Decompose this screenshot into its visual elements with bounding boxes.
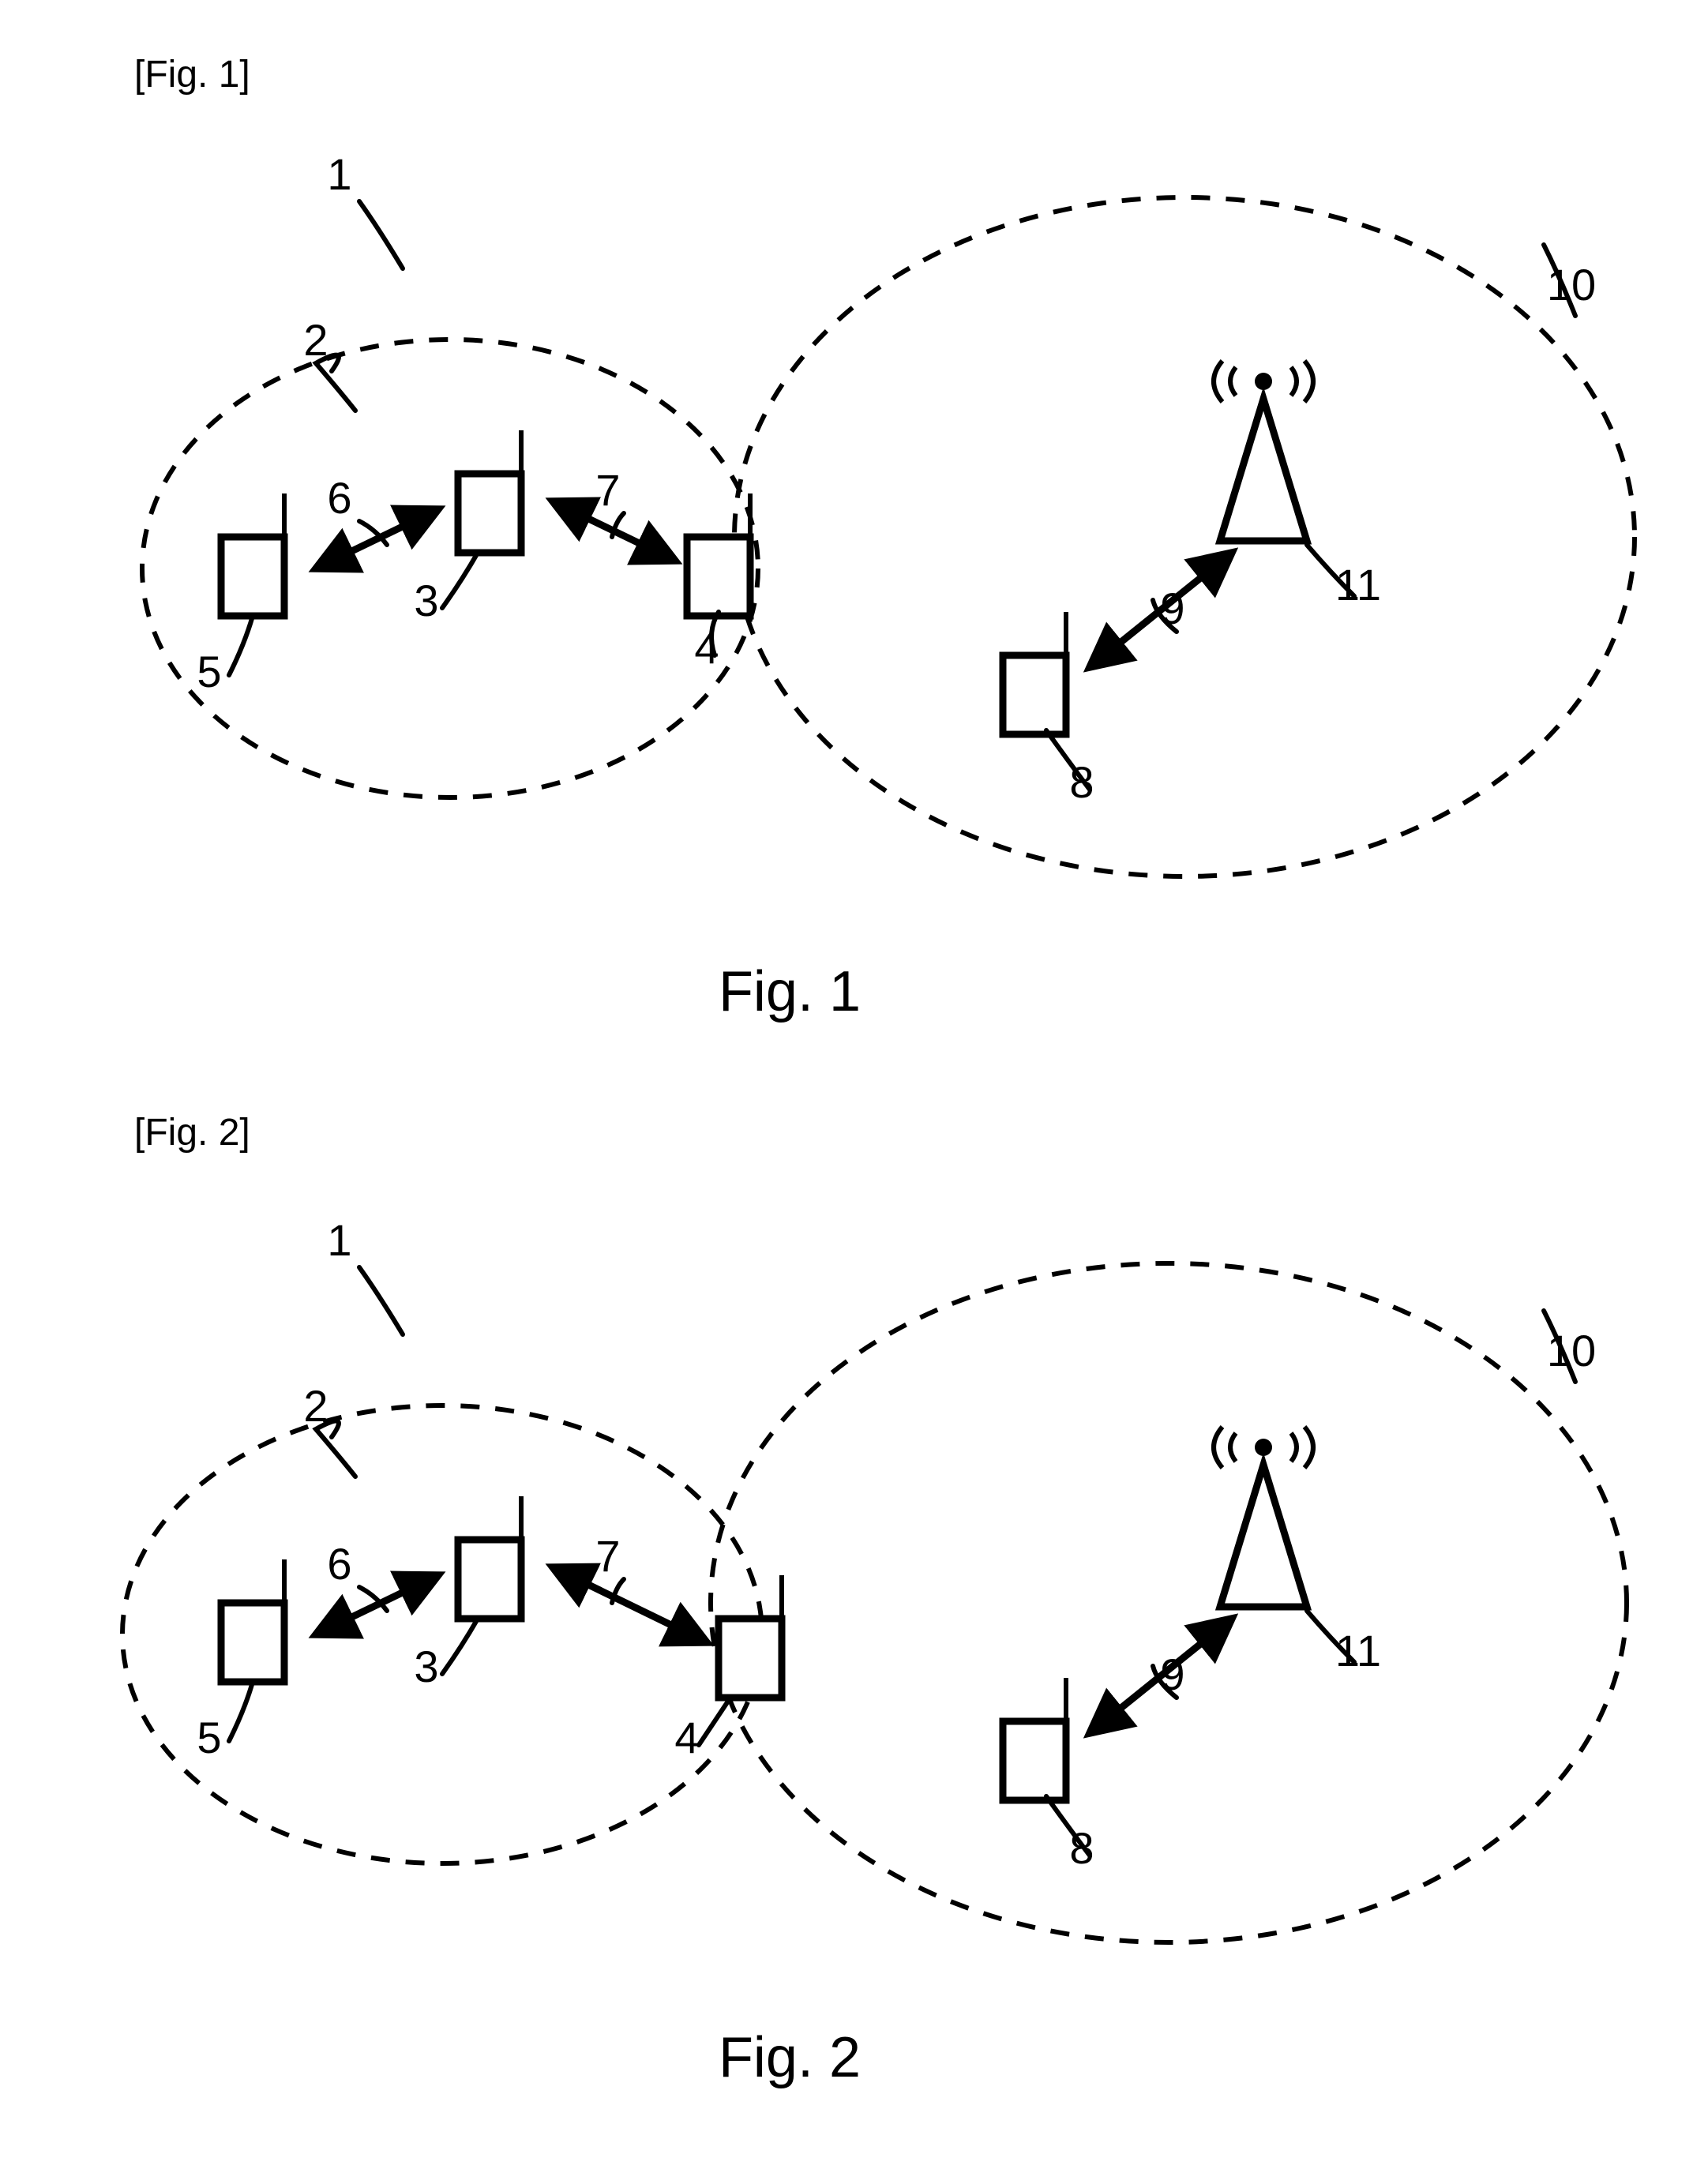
radio-wave-icon xyxy=(1214,1427,1222,1468)
ref-label-8: 8 xyxy=(1069,757,1094,807)
ref-label-11: 11 xyxy=(1335,1626,1381,1676)
device-4 xyxy=(719,1619,782,1698)
ref-label-7: 7 xyxy=(595,1531,620,1581)
ref-label-10: 10 xyxy=(1547,1326,1596,1375)
figure-tag-2: [Fig. 2] xyxy=(134,1112,250,1154)
device-5 xyxy=(221,537,284,616)
ref-label-5: 5 xyxy=(197,647,221,696)
radio-wave-icon xyxy=(1291,367,1297,396)
device-3 xyxy=(458,1540,521,1619)
ref-label-4: 4 xyxy=(694,623,719,673)
ref-label-3: 3 xyxy=(414,1642,438,1691)
ref-label-4: 4 xyxy=(674,1713,699,1762)
ref-label-3: 3 xyxy=(414,576,438,625)
ref-label-2: 2 xyxy=(303,1381,328,1431)
device-5 xyxy=(221,1603,284,1682)
device-3 xyxy=(458,474,521,553)
ref-label-2: 2 xyxy=(303,315,328,365)
ref-label-11: 11 xyxy=(1335,560,1381,610)
figure-tag-1: [Fig. 1] xyxy=(134,54,250,96)
radio-wave-icon xyxy=(1214,361,1222,402)
base-station-icon xyxy=(1220,1465,1307,1607)
ref-label-9: 9 xyxy=(1160,584,1184,633)
ref-label-6: 6 xyxy=(327,1539,351,1589)
device-4 xyxy=(687,537,750,616)
figure-2: 1 2 3 4 5 6 7 8 9 10 11 xyxy=(122,1215,1627,1942)
caption-fig-2: Fig. 2 xyxy=(719,2026,861,2089)
ref-label-6: 6 xyxy=(327,473,351,523)
radio-wave-icon xyxy=(1230,1433,1236,1462)
leader-line xyxy=(442,553,478,608)
figure-1: 1 2 3 4 5 6 7 8 9 10 11 xyxy=(142,149,1635,876)
leader-line xyxy=(442,1619,478,1674)
radio-wave-icon xyxy=(1230,367,1236,396)
caption-fig-1: Fig. 1 xyxy=(719,960,861,1023)
ref-label-1: 1 xyxy=(327,1215,351,1265)
device-8 xyxy=(1003,1721,1066,1800)
link-arrow-7 xyxy=(553,1567,707,1642)
base-station-emitter xyxy=(1255,1439,1272,1456)
base-station-emitter xyxy=(1255,373,1272,390)
leader-line xyxy=(229,616,253,675)
base-station-icon xyxy=(1220,399,1307,541)
ref-label-9: 9 xyxy=(1160,1649,1184,1699)
ref-label-5: 5 xyxy=(197,1713,221,1762)
radio-wave-icon xyxy=(1291,1433,1297,1462)
leader-line xyxy=(229,1682,253,1741)
ref-label-8: 8 xyxy=(1069,1823,1094,1873)
radio-wave-icon xyxy=(1304,1427,1313,1468)
radio-wave-icon xyxy=(1304,361,1313,402)
coverage-ellipse xyxy=(734,197,1635,876)
leader-line xyxy=(359,1267,403,1334)
leader-line xyxy=(359,201,403,268)
ref-label-7: 7 xyxy=(595,465,620,515)
device-8 xyxy=(1003,655,1066,734)
ref-label-10: 10 xyxy=(1547,260,1596,310)
ref-label-1: 1 xyxy=(327,149,351,199)
coverage-ellipse xyxy=(711,1263,1627,1942)
